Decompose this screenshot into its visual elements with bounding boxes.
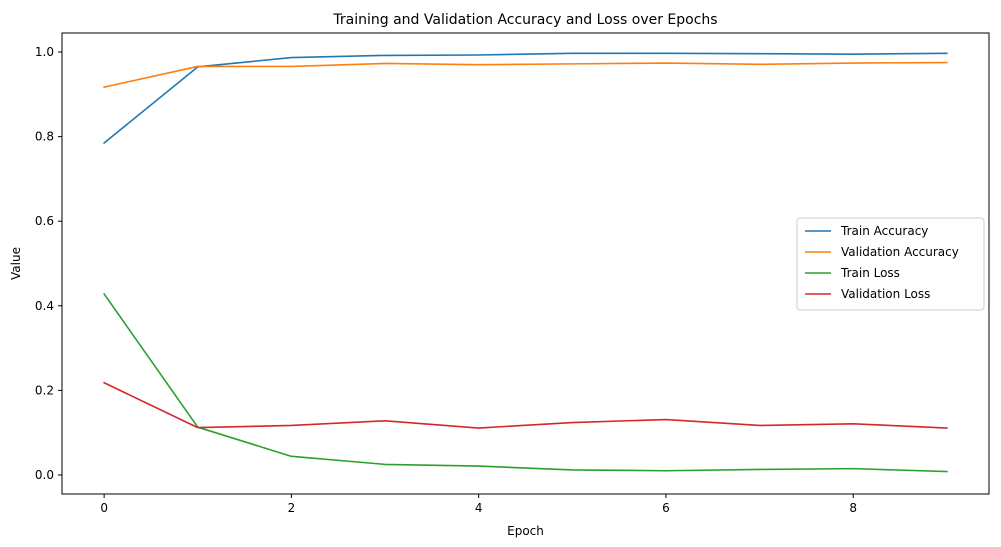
y-tick-label: 0.4 <box>35 299 54 313</box>
series-line-validation-loss <box>103 381 948 429</box>
series-lines <box>103 52 948 473</box>
y-axis: 0.0 0.2 0.4 0.6 0.8 1.0 <box>35 45 62 482</box>
legend-entry: Train Loss <box>840 266 900 280</box>
legend-entry: Validation Loss <box>841 287 930 301</box>
y-tick-label: 0.0 <box>35 468 54 482</box>
x-tick-label: 6 <box>662 501 670 515</box>
legend: Train Accuracy Validation Accuracy Train L… <box>796 217 985 311</box>
y-tick-label: 0.8 <box>35 130 54 144</box>
x-axis: 0 2 4 6 8 <box>100 494 857 515</box>
series-line-validation-accuracy <box>103 61 948 89</box>
legend-box <box>796 217 985 311</box>
series-line-train-accuracy <box>103 52 948 145</box>
y-tick-label: 0.2 <box>35 383 54 397</box>
legend-entry: Validation Accuracy <box>841 245 959 259</box>
x-axis-label: Epoch <box>507 524 544 538</box>
x-tick-label: 2 <box>288 501 296 515</box>
legend-entry: Train Accuracy <box>840 224 928 238</box>
chart-title: Training and Validation Accuracy and Los… <box>332 12 717 28</box>
x-tick-label: 8 <box>849 501 857 515</box>
x-tick-label: 4 <box>475 501 483 515</box>
y-axis-label: Value <box>9 247 23 280</box>
y-tick-label: 1.0 <box>35 45 54 59</box>
series-line-train-loss <box>103 292 948 473</box>
y-tick-label: 0.6 <box>35 214 54 228</box>
x-tick-label: 0 <box>100 501 108 515</box>
